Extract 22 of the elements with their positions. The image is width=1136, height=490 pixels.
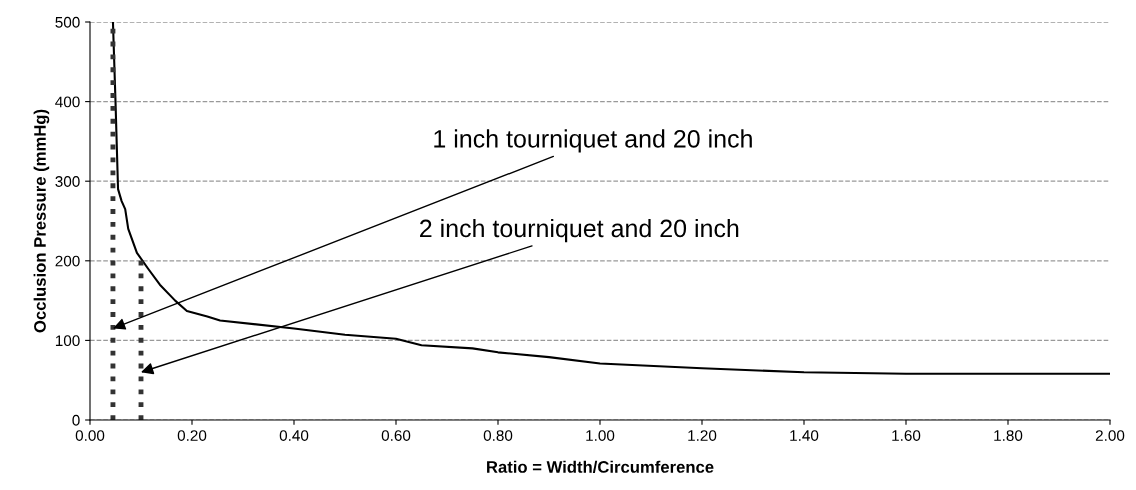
y-tick-label: 400 (55, 96, 80, 108)
y-tick-label: 0 (72, 414, 80, 426)
y-tick-label: 300 (55, 176, 80, 187)
x-axis-title: Ratio = Width/Circumference (487, 460, 714, 474)
y-axis-title: Occlusion Pressure (mmHg) (33, 109, 50, 333)
x-tick-label: 0.80 (483, 430, 513, 441)
y-tick-label: 500 (55, 16, 80, 28)
y-tick-label: 100 (55, 335, 80, 347)
annotation: 2 inch tourniquet and 20 inch (420, 218, 739, 243)
x-tick-label: 2.00 (1095, 430, 1125, 441)
line-series (111, 22, 1110, 375)
x-tick-label: 0.60 (381, 430, 411, 441)
x-tick-label: 1.40 (790, 430, 819, 441)
x-tick-label: 0.00 (75, 430, 105, 441)
x-tick-label: 1.00 (586, 430, 615, 441)
annotation: 1 inch tourniquet and 20 inch (434, 129, 752, 153)
x-tick-label: 1.80 (994, 430, 1023, 441)
x-tick-label: 1.60 (892, 430, 921, 441)
y-tick-label: 200 (55, 255, 80, 267)
x-tick-label: 0.20 (177, 430, 207, 441)
x-tick-label: 1.20 (688, 430, 717, 441)
x-tick-label: 0.40 (279, 430, 309, 441)
